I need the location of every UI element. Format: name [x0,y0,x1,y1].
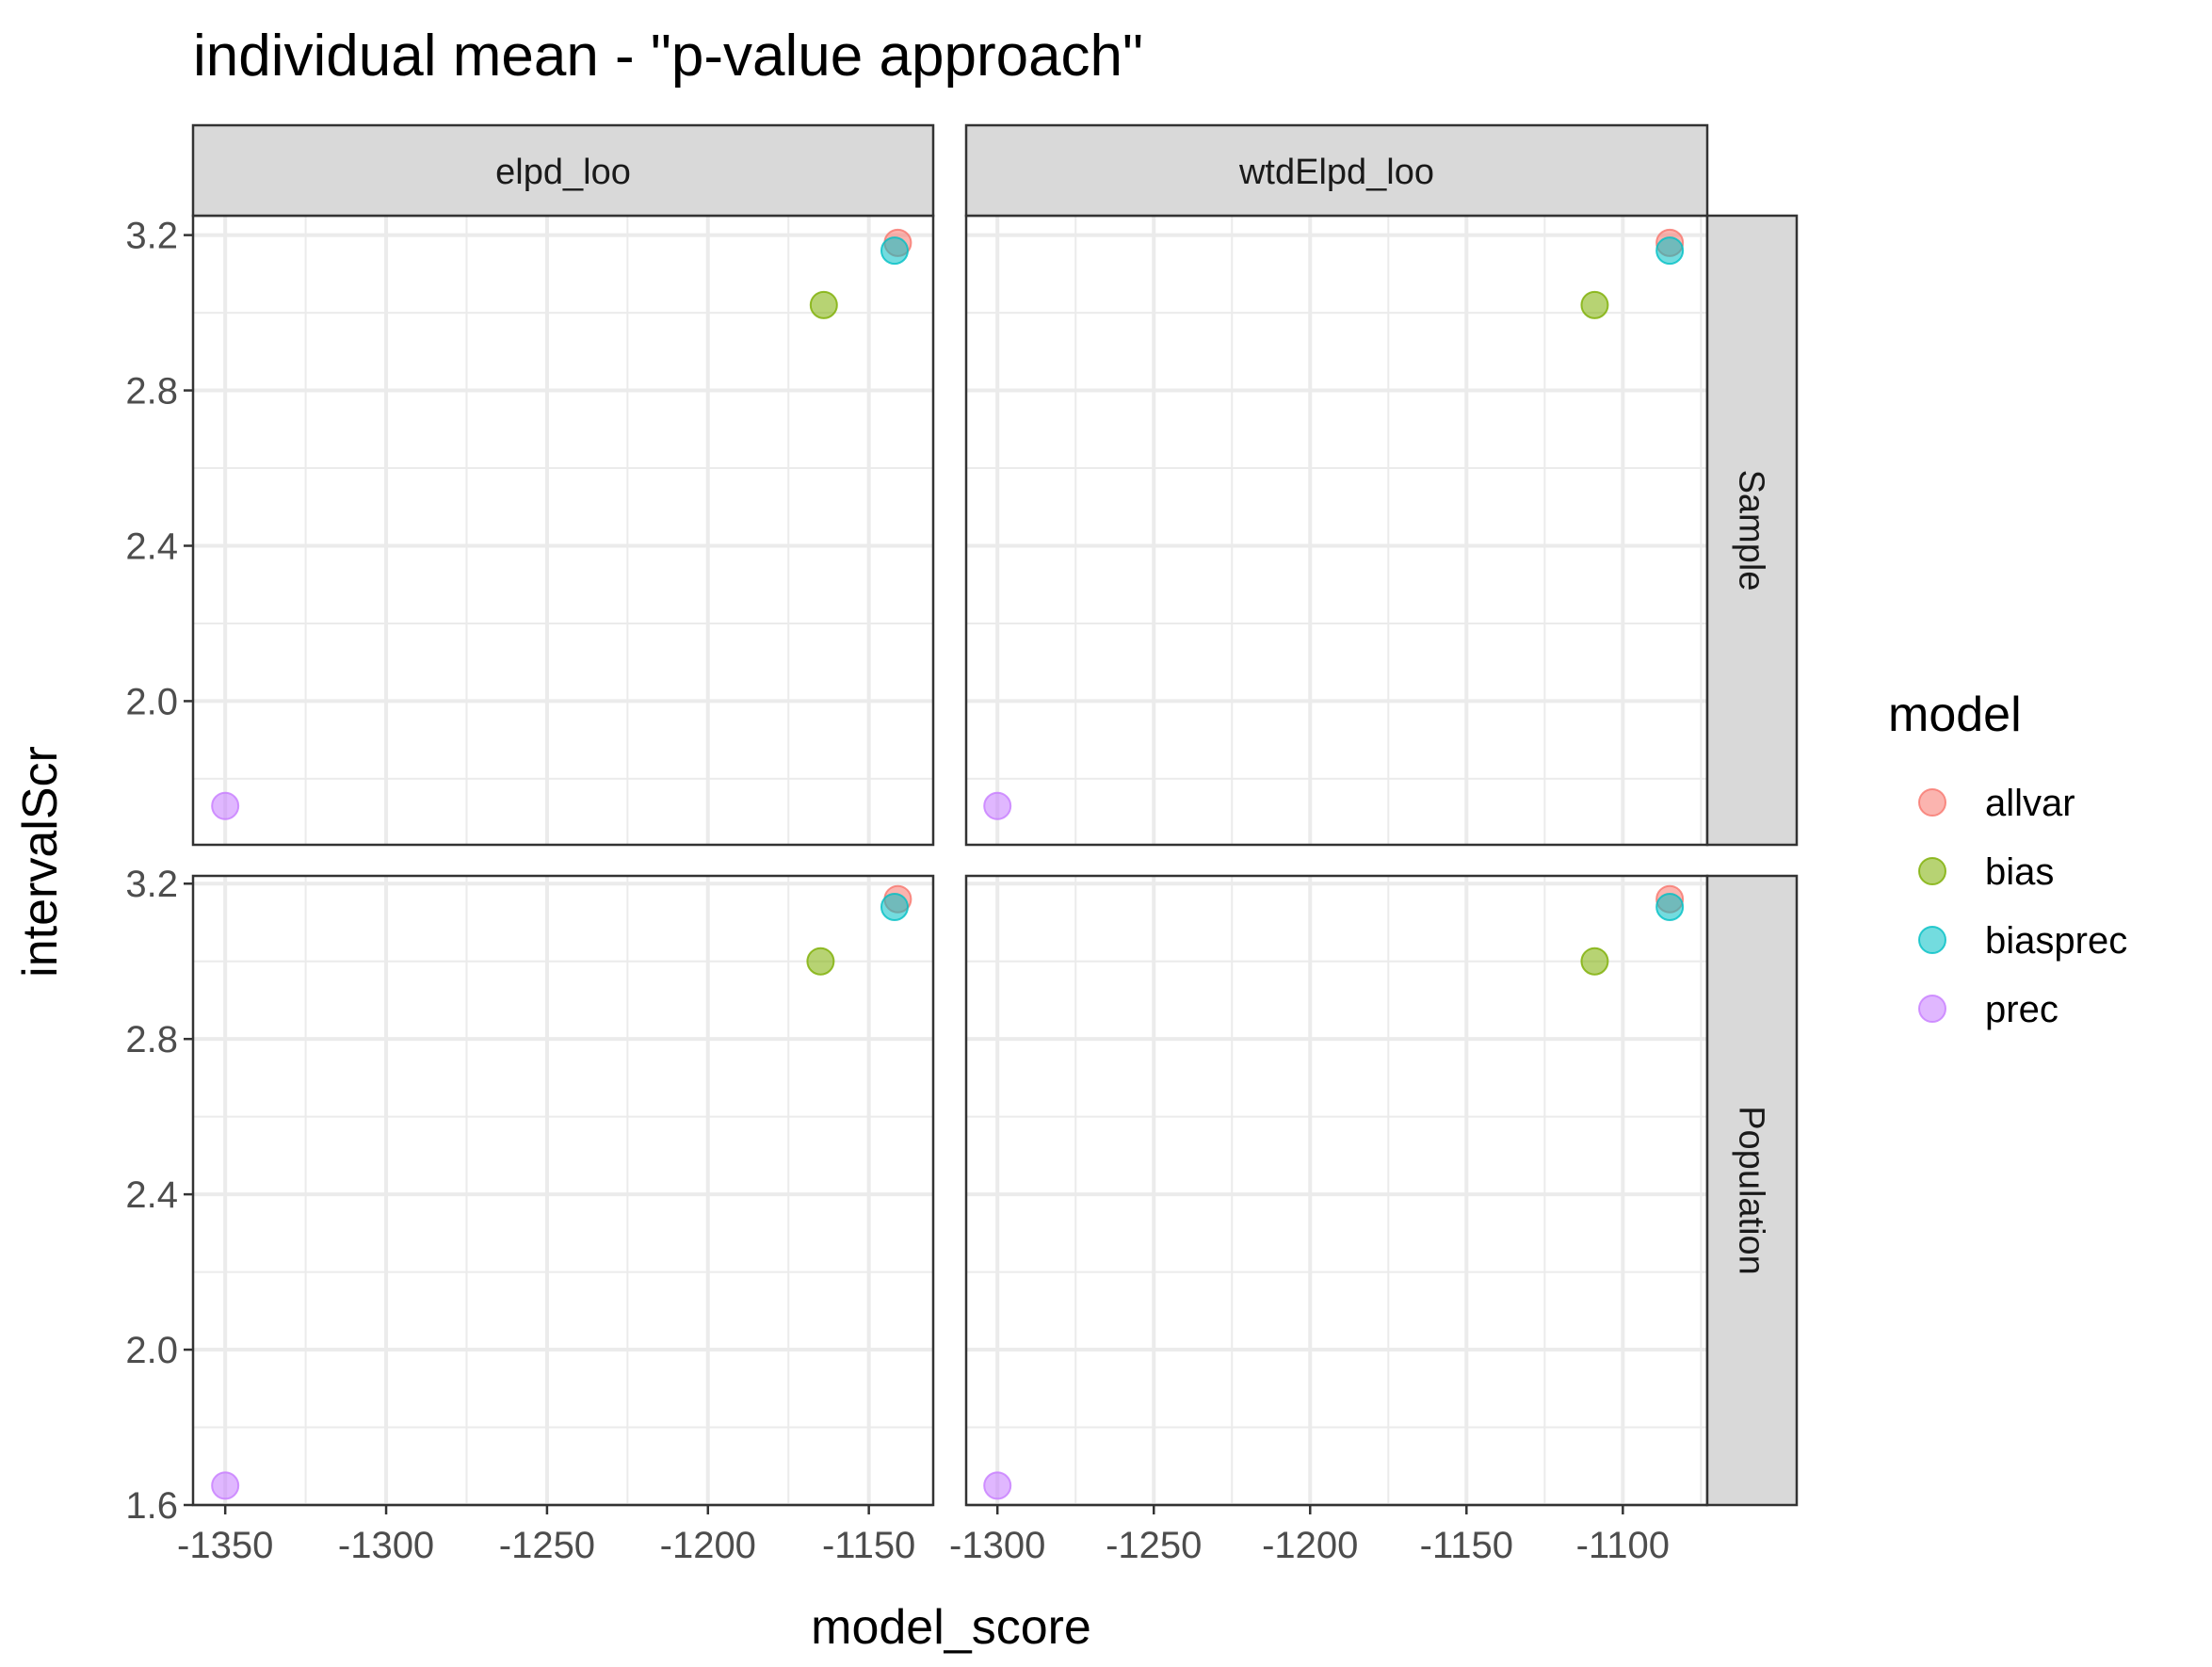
strip-label: elpd_loo [495,153,631,192]
y-axis-title: intervalScr [13,746,68,978]
facet-panel-wtdElpd_loo-Population: -1300 -1250 -1200 -1150 -1100 [949,874,1709,1566]
legend-key [1918,995,1946,1023]
facet-panel-elpd_loo-Sample: 2.0 2.4 2.8 3.2 [125,214,935,847]
legend-label: allvar [1985,783,2075,824]
strip-background [1705,214,1799,847]
x-tick-label: -1150 [1420,1525,1513,1566]
y-tick-label: 3.2 [125,864,178,905]
legend-title: model [1888,688,2022,742]
y-tick-label: 2.4 [125,526,178,567]
strip-label: wtdElpd_loo [1238,153,1434,192]
x-tick-label: -1200 [660,1525,756,1566]
legend-item-bias: bias [1918,851,2054,893]
column-strip-elpd_loo: elpd_loo [191,123,935,218]
x-tick-label: -1350 [177,1525,273,1566]
x-tick-label: -1250 [499,1525,595,1566]
panels-layer: 2.0 2.4 2.8 3.2 1.6 2.0 2.4 2.8 3.2 -1350 -1300 -12… [125,123,1799,1566]
strip-label: Sample [1732,470,1771,591]
legend-item-biasprec: biasprec [1918,920,2127,962]
x-tick-label: -1300 [949,1525,1045,1566]
data-point-biasprec [1655,892,1685,921]
panel-background [966,876,1707,1505]
data-point-prec [211,791,240,820]
x-tick-label: -1200 [1262,1525,1358,1566]
y-tick-label: 2.0 [125,1330,178,1371]
strip-background [1705,874,1799,1507]
y-tick-label: 2.4 [125,1174,178,1216]
data-point-biasprec [880,892,909,921]
row-strip-Population: Population [1705,874,1799,1507]
x-tick-label: -1100 [1576,1525,1670,1566]
data-point-bias [806,947,835,976]
data-point-biasprec [880,236,909,266]
x-axis-title: model_score [811,1600,1091,1655]
y-tick-label: 2.8 [125,1019,178,1060]
x-tick-label: -1150 [822,1525,915,1566]
legend-item-prec: prec [1918,989,2059,1030]
strip-background [191,123,935,218]
x-tick-label: -1250 [1106,1525,1202,1566]
legend-label: prec [1985,989,2059,1030]
data-point-bias [1580,947,1609,976]
strip-background [964,123,1709,218]
legend-key [1918,857,1946,885]
panel-background [193,876,933,1505]
chart-title: individual mean - "p-value approach" [193,24,1143,89]
y-tick-label: 2.0 [125,681,178,722]
panel-background [193,216,933,845]
panel-border [191,874,935,1507]
panel-background [966,216,1707,845]
data-point-bias [1580,290,1609,319]
data-point-prec [983,791,1012,820]
legend-key [1918,788,1946,817]
facet-panel-elpd_loo-Population: 1.6 2.0 2.4 2.8 3.2 -1350 -1300 -1250 -1200 -1150 [125,864,935,1566]
y-tick-label: 3.2 [125,216,178,257]
legend: model allvar bias biasprec prec [1888,688,2127,1030]
y-tick-label: 1.6 [125,1485,178,1527]
legend-key [1918,926,1946,954]
data-point-biasprec [1655,236,1685,266]
legend-item-allvar: allvar [1918,783,2075,824]
facet-panel-wtdElpd_loo-Sample [964,214,1709,847]
data-point-bias [809,290,838,319]
legend-label: bias [1985,851,2054,893]
strip-label: Population [1732,1106,1771,1275]
legend-label: biasprec [1985,920,2127,962]
row-strip-Sample: Sample [1705,214,1799,847]
column-strip-wtdElpd_loo: wtdElpd_loo [964,123,1709,218]
data-point-prec [983,1471,1012,1500]
y-tick-label: 2.8 [125,371,178,413]
x-tick-label: -1300 [338,1525,434,1566]
data-point-prec [211,1471,240,1500]
